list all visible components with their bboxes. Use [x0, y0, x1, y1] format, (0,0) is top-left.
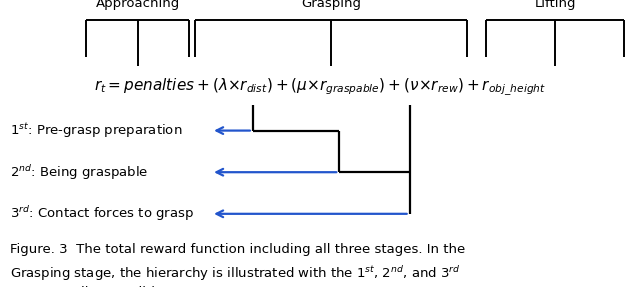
Text: $r_t = \mathit{penalties} + (\lambda{\times}r_{\mathit{dist}}) + (\mu{\times}r_{: $r_t = \mathit{penalties} + (\lambda{\ti… — [94, 77, 546, 98]
Text: 1$^{st}$: Pre-grasp preparation: 1$^{st}$: Pre-grasp preparation — [10, 121, 182, 140]
Text: Grasping: Grasping — [301, 0, 361, 10]
Text: Grasping stage, the hierarchy is illustrated with the 1$^{st}$, 2$^{nd}$, and 3$: Grasping stage, the hierarchy is illustr… — [10, 264, 460, 283]
Text: 2$^{nd}$: Being graspable: 2$^{nd}$: Being graspable — [10, 163, 148, 182]
Text: Figure. 3  The total reward function including all three stages. In the: Figure. 3 The total reward function incl… — [10, 243, 465, 255]
Text: Lifting: Lifting — [534, 0, 576, 10]
Text: corresponding conditions.: corresponding conditions. — [10, 286, 182, 287]
Text: Approaching: Approaching — [95, 0, 180, 10]
Text: 3$^{rd}$: Contact forces to grasp: 3$^{rd}$: Contact forces to grasp — [10, 204, 193, 223]
